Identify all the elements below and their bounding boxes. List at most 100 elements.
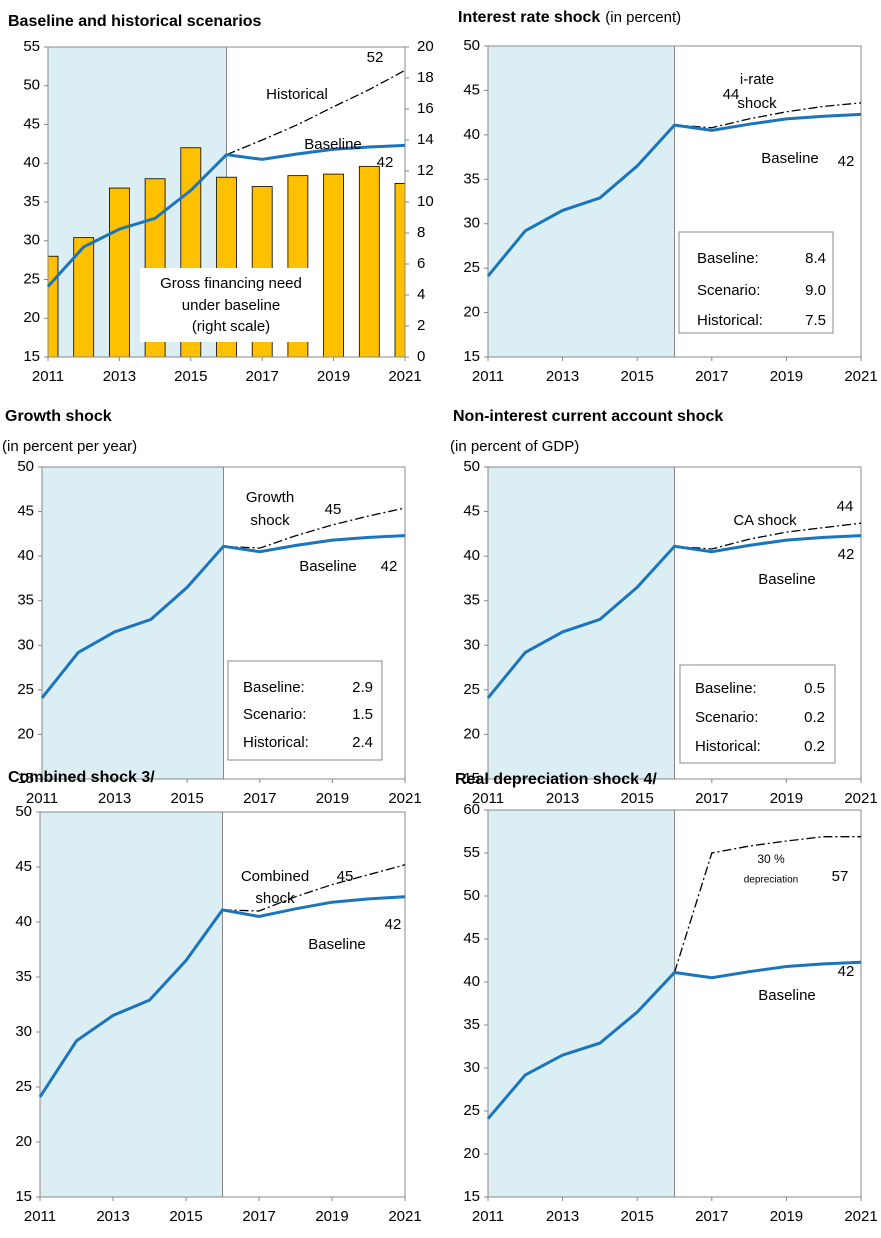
y-tick-label: 45 bbox=[463, 930, 480, 947]
annotation: Baseline bbox=[299, 558, 357, 575]
x-tick-label: 2017 bbox=[695, 1208, 728, 1225]
series-line bbox=[486, 534, 862, 699]
y-tick-label: 30 bbox=[15, 1023, 32, 1040]
y-tick-label: 35 bbox=[463, 170, 480, 187]
annotation: Historical bbox=[266, 86, 328, 103]
annotation: i-rate bbox=[740, 71, 774, 88]
x-tick-label: 2013 bbox=[546, 1208, 579, 1225]
annotation: Combined bbox=[241, 868, 309, 885]
y2-tick-label: 4 bbox=[417, 286, 425, 303]
value-label: 42 bbox=[838, 153, 855, 170]
y-tick-label: 20 bbox=[23, 309, 40, 326]
stats-value: 2.9 bbox=[352, 679, 373, 696]
y-tick-label: 15 bbox=[463, 1188, 480, 1205]
y-tick-label: 30 bbox=[463, 636, 480, 653]
y-tick-label: 50 bbox=[463, 458, 480, 475]
bar bbox=[109, 187, 130, 357]
x-tick-label: 2011 bbox=[472, 368, 504, 385]
x-tick-label: 2015 bbox=[169, 1208, 202, 1225]
y-tick-label: 30 bbox=[17, 636, 34, 653]
y-tick-label: 45 bbox=[463, 81, 480, 98]
x-tick-label: 2015 bbox=[171, 790, 204, 807]
value-label: 44 bbox=[723, 86, 740, 103]
y-tick-label: 35 bbox=[23, 193, 40, 210]
series-line bbox=[486, 112, 862, 278]
y-tick-label: 50 bbox=[463, 37, 480, 54]
x-tick-label: 2019 bbox=[770, 790, 803, 807]
y-tick-label: 20 bbox=[15, 1133, 32, 1150]
y-tick-label: 40 bbox=[463, 973, 480, 990]
plot-frame bbox=[39, 811, 406, 1198]
x-tick-label: 2019 bbox=[317, 368, 350, 385]
stats-box bbox=[678, 231, 834, 334]
x-tick-label: 2013 bbox=[96, 1208, 129, 1225]
plot-frame bbox=[41, 466, 406, 780]
x-tick-label: 2011 bbox=[26, 790, 58, 807]
y-tick-label: 30 bbox=[463, 1059, 480, 1076]
value-label: 42 bbox=[381, 558, 398, 575]
y-tick-label: 50 bbox=[17, 458, 34, 475]
y-tick-label: 40 bbox=[17, 547, 34, 564]
y-tick-label: 20 bbox=[463, 1145, 480, 1162]
y-tick-label: 35 bbox=[17, 592, 34, 609]
stats-value: 9.0 bbox=[805, 282, 826, 299]
annotation: (right scale) bbox=[192, 318, 270, 335]
annotation: CA shock bbox=[733, 512, 797, 529]
x-tick-label: 2019 bbox=[770, 368, 803, 385]
y-tick-label: 25 bbox=[463, 681, 480, 698]
annotation: Baseline bbox=[304, 136, 362, 153]
plot-frame bbox=[487, 809, 862, 1198]
stats-label: Historical: bbox=[695, 738, 761, 755]
plot-frame bbox=[487, 466, 862, 780]
stats-label: Baseline: bbox=[695, 680, 757, 697]
value-label: 52 bbox=[367, 49, 384, 66]
y-tick-label: 40 bbox=[15, 913, 32, 930]
y-tick-label: 25 bbox=[17, 681, 34, 698]
stats-value: 0.2 bbox=[804, 709, 825, 726]
y-tick-label: 20 bbox=[463, 725, 480, 742]
stats-value: 8.4 bbox=[805, 250, 826, 267]
x-tick-label: 2015 bbox=[621, 790, 654, 807]
annotation: Baseline bbox=[308, 936, 366, 953]
y2-tick-label: 10 bbox=[417, 193, 434, 210]
series-line bbox=[674, 102, 862, 129]
chart-title: Interest rate shock bbox=[458, 9, 600, 26]
y-tick-label: 25 bbox=[23, 270, 40, 287]
stats-value: 2.4 bbox=[352, 734, 373, 751]
x-tick-label: 2011 bbox=[472, 1208, 504, 1225]
history-shade bbox=[488, 46, 675, 357]
y-tick-label: 45 bbox=[17, 503, 34, 520]
x-tick-label: 2021 bbox=[388, 368, 421, 385]
x-tick-label: 2013 bbox=[546, 368, 579, 385]
annotation: shock bbox=[255, 890, 295, 907]
y-tick-label: 45 bbox=[23, 115, 40, 132]
series-line bbox=[40, 534, 406, 699]
annotation: 30 % bbox=[757, 852, 785, 866]
value-label: 44 bbox=[837, 498, 854, 515]
y-tick-label: 35 bbox=[463, 1016, 480, 1033]
y-tick-label: 15 bbox=[15, 1188, 32, 1205]
annotation: shock bbox=[250, 512, 290, 529]
history-shade bbox=[488, 467, 675, 779]
series-line bbox=[486, 960, 862, 1120]
series-line bbox=[46, 143, 406, 288]
stats-value: 7.5 bbox=[805, 312, 826, 329]
y2-tick-label: 16 bbox=[417, 100, 434, 117]
series-line bbox=[226, 69, 406, 156]
y-tick-label: 15 bbox=[463, 348, 480, 365]
y-tick-label: 50 bbox=[15, 803, 32, 820]
x-tick-label: 2011 bbox=[32, 368, 64, 385]
annotation: depreciation bbox=[744, 875, 798, 886]
x-tick-label: 2013 bbox=[98, 790, 131, 807]
x-tick-label: 2021 bbox=[844, 1208, 877, 1225]
stats-label: Historical: bbox=[243, 734, 309, 751]
y2-tick-label: 18 bbox=[417, 69, 434, 86]
x-tick-label: 2019 bbox=[315, 1208, 348, 1225]
x-tick-label: 2017 bbox=[242, 1208, 275, 1225]
chart-title: Growth shock bbox=[5, 408, 112, 425]
annotation: Baseline bbox=[761, 150, 819, 167]
y-tick-label: 25 bbox=[15, 1078, 32, 1095]
y-tick-label: 30 bbox=[463, 215, 480, 232]
chart-subtitle: (in percent of GDP) bbox=[450, 438, 579, 455]
x-tick-label: 2015 bbox=[621, 368, 654, 385]
